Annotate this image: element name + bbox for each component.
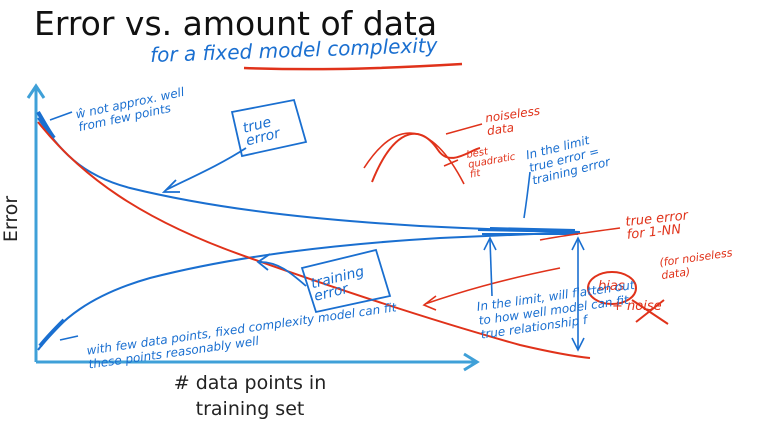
noiseless-arrow <box>445 123 483 135</box>
asymptote-marks <box>477 227 581 235</box>
x-axis-label-line2: training set <box>195 398 305 420</box>
noiseless-data-sketch <box>363 123 483 185</box>
training-error-arrow <box>259 261 307 287</box>
axes <box>26 83 480 372</box>
red-arrow-1nn <box>424 267 561 305</box>
true-error-arrow <box>165 147 247 191</box>
y-axis-label: Error <box>0 195 23 243</box>
training-error-arrow-head <box>256 253 271 271</box>
true-error-1nn-curve <box>37 121 591 359</box>
true-error-arrow-head <box>161 179 180 193</box>
quadratic-fit-curve <box>363 132 465 185</box>
x-axis-label: # data points in training set <box>150 370 350 422</box>
y-axis-arrow <box>26 83 46 99</box>
limit-arrow <box>523 171 531 219</box>
training-error-box <box>256 248 392 314</box>
bias-circle <box>587 271 637 305</box>
red-arrow-1nn-to-asymptote <box>539 227 621 241</box>
fit-arrow <box>443 159 459 167</box>
noise-cross <box>631 299 669 325</box>
noise-label: + noise <box>612 299 662 314</box>
few-points-arrow <box>59 335 79 341</box>
training-error-scribble <box>38 318 66 348</box>
w-hat-arrow <box>49 111 73 121</box>
true-error-scribble <box>36 110 56 140</box>
true-error-box <box>161 98 308 193</box>
flatten-arrow-up-head <box>483 236 497 251</box>
x-axis-label-line1: # data points in <box>173 372 327 394</box>
range-arrow-head-top <box>571 236 585 251</box>
flatten-arrow-up <box>489 239 493 297</box>
bias-label: bias <box>598 279 625 294</box>
x-axis-arrow <box>463 352 480 372</box>
slide-title: Error vs. amount of data <box>34 4 438 43</box>
noiseless-curve <box>371 132 481 183</box>
range-arrow-head-bottom <box>571 337 585 352</box>
subtitle-underline <box>243 62 463 71</box>
red-arrow-1nn-head <box>422 295 437 311</box>
